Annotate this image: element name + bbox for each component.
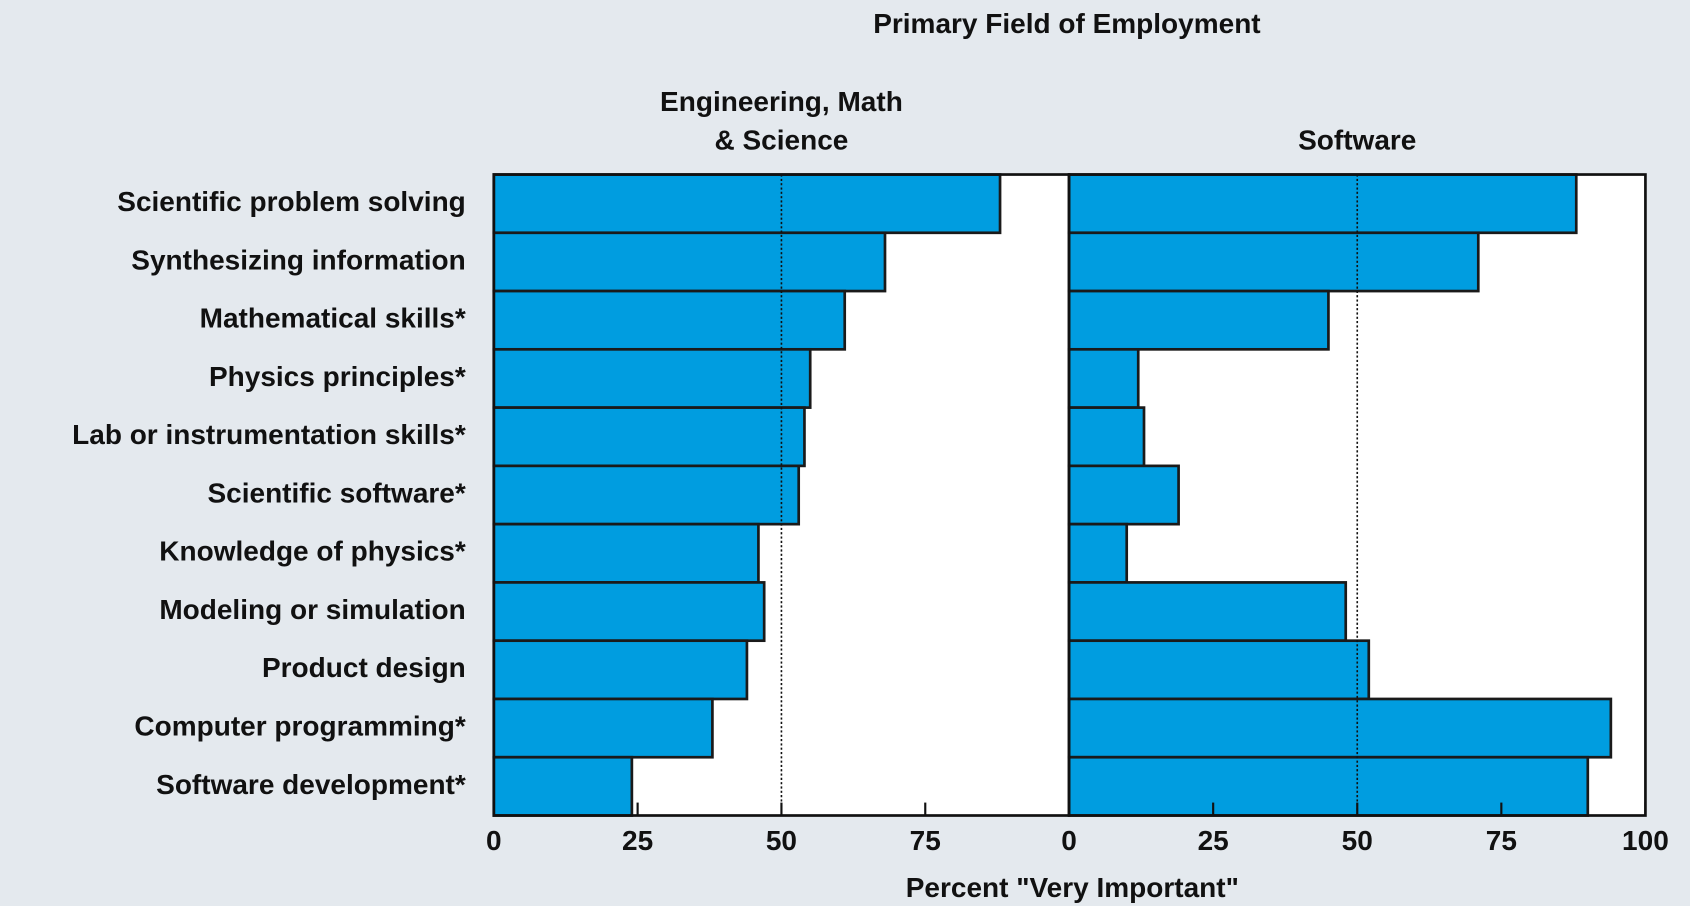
bar: [1067, 173, 1578, 235]
bar: [492, 289, 847, 351]
bar: [492, 697, 714, 759]
category-label: Product design: [262, 652, 466, 683]
bar: [492, 464, 801, 526]
bar: [1067, 522, 1129, 584]
bar: [492, 755, 634, 817]
bar: [1067, 639, 1371, 701]
x-tick-label: 0: [1061, 825, 1077, 856]
panel-title: Software: [1298, 123, 1417, 157]
x-tick-label: 50: [1342, 825, 1373, 856]
x-tick-label: 25: [1198, 825, 1229, 856]
x-axis-label: Percent "Very Important": [906, 872, 1239, 903]
x-tick-label: 75: [910, 825, 941, 856]
bar: [1067, 231, 1480, 293]
bar: [1067, 697, 1613, 759]
x-tick-label: 25: [622, 825, 653, 856]
category-label: Mathematical skills*: [200, 303, 466, 334]
x-tick-label: 50: [766, 825, 797, 856]
bar: [492, 347, 812, 409]
category-label: Knowledge of physics*: [159, 536, 466, 567]
bar: [492, 173, 1002, 235]
x-tick-label: 75: [1486, 825, 1517, 856]
x-tick-label: 0: [486, 825, 502, 856]
bar: [1067, 289, 1330, 351]
bar: [492, 581, 766, 643]
bar: [492, 639, 749, 701]
bar: [1067, 406, 1146, 468]
category-label: Modeling or simulation: [159, 594, 465, 625]
x-tick-label: 100: [1622, 825, 1669, 856]
bar: [1067, 464, 1180, 526]
category-label: Scientific software*: [207, 477, 465, 508]
bar: [1067, 755, 1590, 817]
panel-title-text: Engineering, Math & Science: [660, 85, 903, 157]
category-label: Synthesizing information: [131, 244, 465, 275]
bar: [492, 406, 806, 468]
bar: [492, 231, 887, 293]
panel-title-text: Software: [1298, 123, 1417, 157]
category-label: Software development*: [156, 769, 466, 800]
category-label: Physics principles*: [209, 361, 466, 392]
bar: [1067, 581, 1348, 643]
category-label: Computer programming*: [134, 710, 465, 741]
chart-title: Primary Field of Employment: [873, 8, 1260, 39]
category-label: Scientific problem solving: [117, 186, 466, 217]
bar: [492, 522, 760, 584]
category-label: Lab or instrumentation skills*: [72, 419, 466, 450]
bar: [1067, 347, 1140, 409]
panel-title: Engineering, Math & Science: [660, 85, 903, 157]
